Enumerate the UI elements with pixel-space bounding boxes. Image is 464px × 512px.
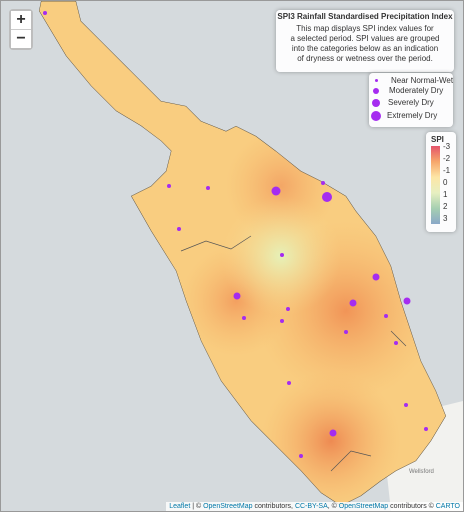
zoom-in[interactable]: + bbox=[11, 11, 31, 29]
legend-item: Extremely Dry bbox=[371, 111, 437, 121]
info-line: of dryness or wetness over the period. bbox=[297, 54, 433, 63]
colorbar-title: SPI bbox=[431, 135, 444, 144]
station-dot bbox=[280, 253, 284, 257]
zoom-control: + − bbox=[9, 9, 33, 50]
legend: Near Normal-Wet Moderately Dry Severely Dr… bbox=[369, 73, 453, 127]
harbours bbox=[180, 235, 407, 472]
attribution-text: | © bbox=[190, 503, 204, 510]
legend-label: Near Normal-Wet bbox=[391, 76, 454, 85]
coastline bbox=[39, 1, 446, 506]
attribution-link[interactable]: OpenStreetMap bbox=[203, 503, 253, 510]
legend-item: Moderately Dry bbox=[373, 86, 443, 95]
colorbar-tick: -1 bbox=[443, 166, 451, 175]
colorbar-tick: 0 bbox=[443, 178, 448, 187]
attribution-text: contributors, bbox=[252, 503, 295, 510]
station-dot bbox=[233, 292, 241, 300]
station-dot bbox=[167, 184, 171, 188]
legend-label: Extremely Dry bbox=[387, 111, 438, 121]
station-dot bbox=[271, 186, 281, 196]
legend-item: Near Normal-Wet bbox=[375, 76, 453, 85]
station-dot bbox=[349, 299, 357, 307]
station-dot bbox=[287, 381, 291, 385]
legend-label: Moderately Dry bbox=[389, 86, 444, 95]
station-dot bbox=[394, 341, 398, 345]
colorbar: SPI -3 -2 -1 0 1 2 3 bbox=[426, 132, 456, 232]
colorbar-gradient bbox=[431, 146, 440, 224]
station-dot bbox=[344, 330, 348, 334]
legend-dot bbox=[375, 79, 378, 83]
station-dot bbox=[321, 181, 325, 185]
attribution-link[interactable]: Leaflet bbox=[169, 503, 191, 510]
station-dot bbox=[43, 11, 47, 15]
colorbar-tick: 1 bbox=[443, 190, 448, 199]
attribution-text: contributors © bbox=[388, 503, 436, 510]
info-line: into the categories below as an indicati… bbox=[291, 44, 439, 53]
legend-dot bbox=[372, 98, 380, 107]
attribution-text: , © bbox=[327, 503, 339, 510]
info-line: a selected period. SPI values are groupe… bbox=[290, 34, 440, 43]
attribution-link[interactable]: CARTO bbox=[435, 503, 460, 510]
station-dot bbox=[322, 192, 332, 202]
station-dot bbox=[177, 227, 181, 231]
station-dot bbox=[372, 273, 380, 281]
station-dot bbox=[384, 314, 388, 318]
zoom-out[interactable]: − bbox=[11, 29, 31, 48]
colorbar-tick: 2 bbox=[443, 202, 448, 211]
colorbar-tick: -2 bbox=[443, 154, 451, 163]
legend-dot bbox=[371, 111, 381, 121]
station-dot bbox=[424, 427, 428, 431]
station-dot bbox=[329, 429, 337, 437]
attribution-link[interactable]: CC-BY-SA bbox=[294, 503, 328, 510]
attribution-link[interactable]: OpenStreetMap bbox=[338, 503, 389, 510]
info-box: SPI3 Rainfall Standardised Precipitation… bbox=[276, 10, 454, 72]
station-dot bbox=[403, 297, 411, 305]
station-dot bbox=[299, 454, 303, 458]
legend-label: Severely Dry bbox=[388, 98, 434, 107]
legend-dot bbox=[373, 87, 379, 94]
info-title: SPI3 Rainfall Standardised Precipitation… bbox=[277, 12, 453, 21]
station-dot bbox=[242, 316, 246, 320]
station-dot bbox=[286, 307, 290, 311]
colorbar-tick: 3 bbox=[443, 214, 448, 223]
info-line: This map displays SPI index values for bbox=[296, 24, 434, 33]
stations bbox=[43, 11, 428, 458]
attribution: Leaflet | © OpenStreetMap contributors, … bbox=[166, 502, 463, 511]
station-dot bbox=[404, 403, 408, 407]
legend-item: Severely Dry bbox=[372, 98, 434, 107]
colorbar-tick: -3 bbox=[443, 142, 451, 151]
place-label: Wellsford bbox=[409, 469, 434, 475]
station-dot bbox=[280, 319, 284, 323]
station-dot bbox=[206, 186, 210, 190]
